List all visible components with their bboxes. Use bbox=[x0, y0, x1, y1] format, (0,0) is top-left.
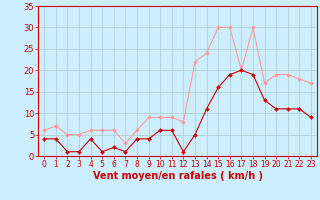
X-axis label: Vent moyen/en rafales ( km/h ): Vent moyen/en rafales ( km/h ) bbox=[92, 171, 263, 181]
